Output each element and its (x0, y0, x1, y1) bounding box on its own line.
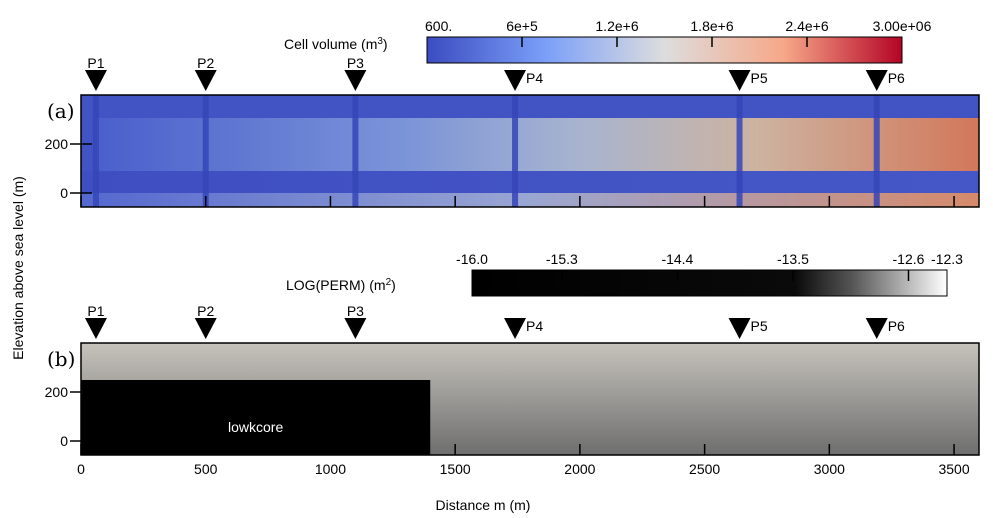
lowkcore-label: lowkcore (228, 419, 283, 435)
well-column (873, 95, 880, 207)
x-tick-label: 3500 (938, 461, 969, 477)
x-axis-label: Distance m (m) (436, 497, 531, 513)
well-marker-icon (84, 70, 107, 91)
x-tick-label: 3000 (814, 461, 845, 477)
y-tick-label: 0 (60, 433, 68, 449)
well-marker-icon (728, 318, 751, 339)
well-label: P4 (526, 70, 543, 86)
colorbar-volume-tick-label: 2.4e+6 (785, 18, 828, 34)
well-label: P6 (888, 318, 905, 334)
well-label: P5 (751, 318, 768, 334)
colorbar-perm-tick-label: -13.5 (777, 251, 809, 267)
well-label: P4 (526, 318, 543, 334)
well-column (736, 95, 743, 207)
colorbar-perm-tick-label: -12.6 (893, 251, 925, 267)
y-axis-label: Elevation above sea level (m) (10, 176, 26, 360)
well-marker-icon (865, 318, 888, 339)
colorbar-perm-tick-label: -12.3 (931, 251, 963, 267)
y-tick-label: 200 (45, 136, 69, 152)
well-label: P3 (347, 55, 364, 71)
panel-a-label: (a) (47, 99, 75, 123)
panel-b-label: (b) (47, 347, 75, 371)
colorbar-volume-tick-label: 1.8e+6 (690, 18, 733, 34)
well-marker-icon (344, 318, 367, 339)
y-tick-label: 200 (45, 384, 69, 400)
well-column (92, 95, 99, 207)
well-marker-icon (84, 318, 107, 339)
well-marker-icon (194, 318, 217, 339)
well-label: P1 (87, 303, 104, 319)
x-tick-label: 2000 (564, 461, 595, 477)
well-column (512, 95, 519, 207)
colorbar-perm-tick-label: -14.4 (661, 251, 693, 267)
colorbar-volume-tick-label: 3.00e+06 (873, 18, 932, 34)
colorbar-perm-title: LOG(PERM) (m2) (286, 277, 396, 293)
well-label: P1 (87, 55, 104, 71)
x-tick-label: 1500 (440, 461, 471, 477)
panel-a: (a) 200 0 P1 P2 P3 P4 P5 P6 (45, 55, 980, 208)
colorbar-perm-tick-label: -15.3 (546, 251, 578, 267)
well-marker-icon (504, 70, 527, 91)
colorbar-perm-tick-label: -16.0 (456, 251, 488, 267)
x-tick-label: 1000 (315, 461, 346, 477)
well-marker-icon (504, 318, 527, 339)
well-marker-icon (865, 70, 888, 91)
colorbar-volume: Cell volume (m3) 600. 6e+5 1.2e+6 1.8e+6 2.4… (284, 18, 932, 64)
well-column (202, 95, 209, 207)
well-column (352, 95, 359, 207)
colorbar-perm: LOG(PERM) (m2) -16.0 -15.3 -14.4 -13.5 -12.6… (286, 251, 963, 297)
x-tick-label: 500 (194, 461, 218, 477)
x-tick-label: 2500 (689, 461, 720, 477)
well-label: P2 (197, 303, 214, 319)
well-marker-icon (728, 70, 751, 91)
colorbar-volume-tick-label: 600. (425, 18, 452, 34)
panel-b: (b) lowkcore 0 500 1000 1500 2000 2500 3000 350… (45, 303, 980, 477)
well-label: P2 (197, 55, 214, 71)
colorbar-volume-title: Cell volume (m3) (284, 36, 388, 52)
well-label: P3 (347, 303, 364, 319)
y-tick-label: 0 (60, 185, 68, 201)
colorbar-volume-tick-label: 6e+5 (506, 18, 538, 34)
well-label: P6 (888, 70, 905, 86)
colorbar-volume-tick-label: 1.2e+6 (595, 18, 638, 34)
well-label: P5 (751, 70, 768, 86)
x-tick-label: 0 (77, 461, 85, 477)
well-marker-icon (194, 70, 217, 91)
well-marker-icon (344, 70, 367, 91)
